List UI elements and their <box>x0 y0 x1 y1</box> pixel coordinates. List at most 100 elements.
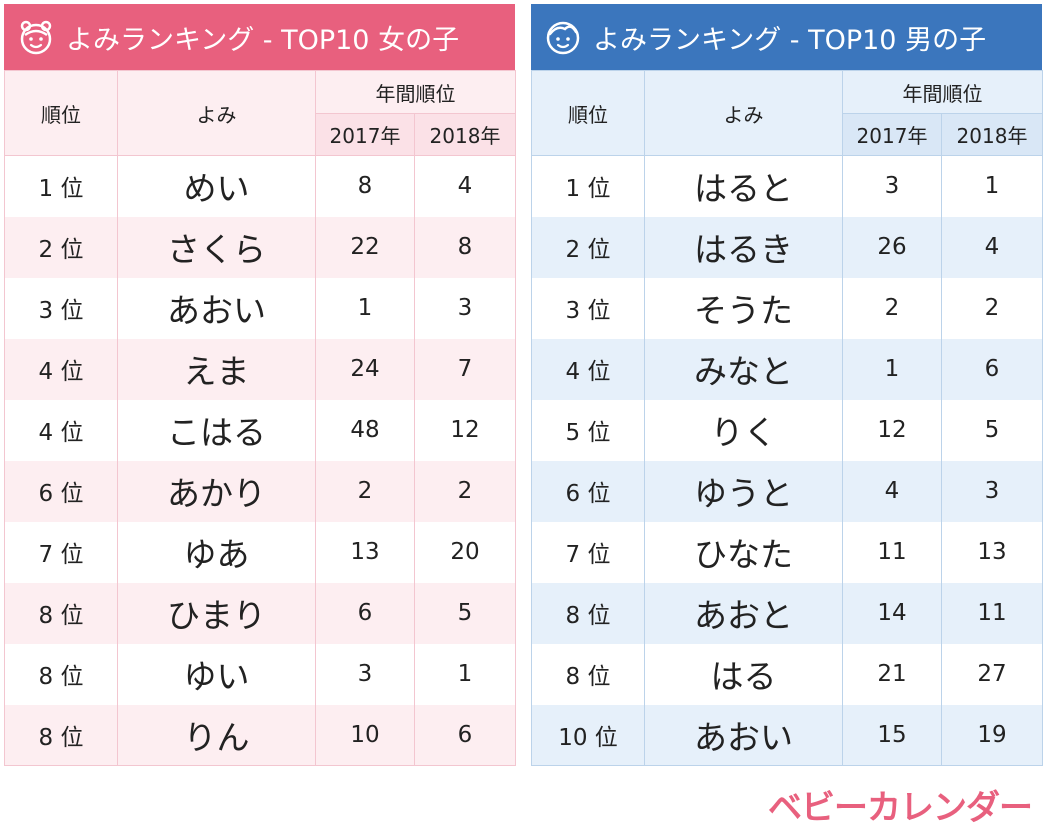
rank-2017-cell: 3 <box>315 643 415 705</box>
rank-cell: 4 位 <box>4 399 118 461</box>
boys-panel-title: よみランキング - TOP10 男の子 <box>593 24 987 56</box>
rank-2018-cell: 8 <box>414 216 516 278</box>
boys-ranking-panel: よみランキング - TOP10 男の子 順位 よみ 年間順位 2017年 201… <box>531 4 1043 766</box>
header-yomi: よみ <box>117 70 316 156</box>
rank-2018-cell: 7 <box>414 338 516 400</box>
girl-face-icon <box>20 20 52 55</box>
yomi-cell: あおい <box>644 704 843 766</box>
rank-2018-cell: 6 <box>414 704 516 766</box>
yomi-cell: あおと <box>644 582 843 644</box>
rank-2017-cell: 15 <box>842 704 942 766</box>
yomi-cell: そうた <box>644 277 843 339</box>
table-row: 8 位りん 10 6 <box>4 704 516 766</box>
rank-cell: 8 位 <box>4 704 118 766</box>
rank-2017-cell: 8 <box>315 155 415 217</box>
yomi-cell: はると <box>644 155 843 217</box>
yomi-cell: ひなた <box>644 521 843 583</box>
rank-cell: 4 位 <box>531 338 645 400</box>
rank-2018-cell: 2 <box>414 460 516 522</box>
table-row: 1 位はると 3 1 <box>531 155 1043 217</box>
girls-panel-title: よみランキング - TOP10 女の子 <box>66 24 460 56</box>
table-row: 6 位あかり 2 2 <box>4 460 516 522</box>
table-row: 8 位ひまり 6 5 <box>4 582 516 644</box>
yomi-cell: あおい <box>117 277 316 339</box>
rank-2018-cell: 5 <box>941 399 1043 461</box>
rank-2017-cell: 1 <box>315 277 415 339</box>
rank-cell: 2 位 <box>4 216 118 278</box>
rank-2017-cell: 1 <box>842 338 942 400</box>
table-row: 3 位あおい 1 3 <box>4 277 516 339</box>
yomi-cell: みなと <box>644 338 843 400</box>
rank-2018-cell: 12 <box>414 399 516 461</box>
rank-2018-cell: 19 <box>941 704 1043 766</box>
rank-cell: 10 位 <box>531 704 645 766</box>
rank-2017-cell: 12 <box>842 399 942 461</box>
rank-cell: 8 位 <box>4 643 118 705</box>
rank-cell: 3 位 <box>531 277 645 339</box>
boys-ranking-table: 順位 よみ 年間順位 2017年 2018年 1 位はると 3 1 2 位はるき 26… <box>531 70 1043 766</box>
rank-2018-cell: 2 <box>941 277 1043 339</box>
yomi-cell: はるき <box>644 216 843 278</box>
table-row: 6 位ゆうと 4 3 <box>531 460 1043 522</box>
rank-cell: 2 位 <box>531 216 645 278</box>
header-2017: 2017年 <box>315 113 415 156</box>
rank-2017-cell: 11 <box>842 521 942 583</box>
rank-2017-cell: 4 <box>842 460 942 522</box>
table-row: 2 位はるき 26 4 <box>531 216 1043 278</box>
yomi-cell: えま <box>117 338 316 400</box>
table-row: 4 位みなと 1 6 <box>531 338 1043 400</box>
rank-2018-cell: 3 <box>414 277 516 339</box>
rank-cell: 8 位 <box>531 643 645 705</box>
yomi-cell: ゆうと <box>644 460 843 522</box>
rank-cell: 6 位 <box>531 460 645 522</box>
rank-2018-cell: 27 <box>941 643 1043 705</box>
yomi-cell: りく <box>644 399 843 461</box>
boy-face-icon <box>546 21 580 55</box>
rank-2017-cell: 48 <box>315 399 415 461</box>
rank-2017-cell: 2 <box>842 277 942 339</box>
table-row: 1 位めい 8 4 <box>4 155 516 217</box>
yomi-cell: こはる <box>117 399 316 461</box>
yomi-cell: ゆあ <box>117 521 316 583</box>
yomi-cell: あかり <box>117 460 316 522</box>
rank-2018-cell: 13 <box>941 521 1043 583</box>
yomi-cell: めい <box>117 155 316 217</box>
yomi-cell: はる <box>644 643 843 705</box>
header-2018: 2018年 <box>941 113 1043 156</box>
rank-2018-cell: 6 <box>941 338 1043 400</box>
rank-2017-cell: 10 <box>315 704 415 766</box>
rank-cell: 1 位 <box>4 155 118 217</box>
table-row: 2 位さくら 22 8 <box>4 216 516 278</box>
header-2018: 2018年 <box>414 113 516 156</box>
girls-ranking-panel: よみランキング - TOP10 女の子 順位 よみ 年間順位 2017年 201… <box>4 4 516 766</box>
table-row: 4 位えま 24 7 <box>4 338 516 400</box>
rank-2017-cell: 26 <box>842 216 942 278</box>
rank-2018-cell: 5 <box>414 582 516 644</box>
table-row: 8 位ゆい 3 1 <box>4 643 516 705</box>
rank-2018-cell: 4 <box>414 155 516 217</box>
rank-cell: 6 位 <box>4 460 118 522</box>
rank-2018-cell: 3 <box>941 460 1043 522</box>
rank-cell: 4 位 <box>4 338 118 400</box>
rank-2017-cell: 24 <box>315 338 415 400</box>
rank-2018-cell: 4 <box>941 216 1043 278</box>
table-row: 3 位そうた 2 2 <box>531 277 1043 339</box>
yomi-cell: ゆい <box>117 643 316 705</box>
rank-cell: 3 位 <box>4 277 118 339</box>
yomi-cell: さくら <box>117 216 316 278</box>
table-row: 4 位こはる 48 12 <box>4 399 516 461</box>
rank-cell: 1 位 <box>531 155 645 217</box>
rank-cell: 5 位 <box>531 399 645 461</box>
yomi-cell: ひまり <box>117 582 316 644</box>
rank-2018-cell: 1 <box>941 155 1043 217</box>
rank-2018-cell: 20 <box>414 521 516 583</box>
header-rank: 順位 <box>531 70 645 156</box>
rank-2017-cell: 22 <box>315 216 415 278</box>
table-row: 8 位はる 21 27 <box>531 643 1043 705</box>
rank-cell: 7 位 <box>4 521 118 583</box>
rank-cell: 8 位 <box>4 582 118 644</box>
header-rank: 順位 <box>4 70 118 156</box>
header-annual-rank: 年間順位 <box>842 70 1043 114</box>
boys-panel-header: よみランキング - TOP10 男の子 <box>531 4 1042 70</box>
table-row: 7 位ひなた 11 13 <box>531 521 1043 583</box>
